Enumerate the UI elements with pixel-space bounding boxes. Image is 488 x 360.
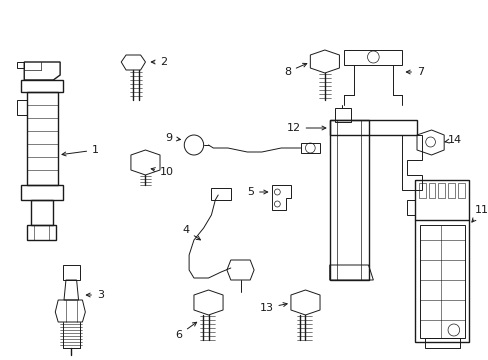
Text: 13: 13 [259, 303, 286, 313]
Bar [418, 183, 425, 198]
Bar [428, 183, 434, 198]
Text: 9: 9 [165, 133, 180, 143]
Text: 8: 8 [283, 63, 306, 77]
Text: 5: 5 [246, 187, 267, 197]
Bar [457, 183, 464, 198]
Text: 12: 12 [286, 123, 325, 133]
Text: 4: 4 [182, 225, 200, 240]
Text: 1: 1 [62, 145, 99, 156]
Bar [447, 183, 454, 198]
Text: 6: 6 [175, 322, 196, 340]
Text: 11: 11 [471, 205, 488, 222]
Text: 14: 14 [444, 135, 461, 145]
Text: 3: 3 [86, 290, 104, 300]
Text: 10: 10 [151, 167, 174, 177]
Bar [437, 183, 444, 198]
Text: 7: 7 [406, 67, 423, 77]
Text: 2: 2 [151, 57, 167, 67]
